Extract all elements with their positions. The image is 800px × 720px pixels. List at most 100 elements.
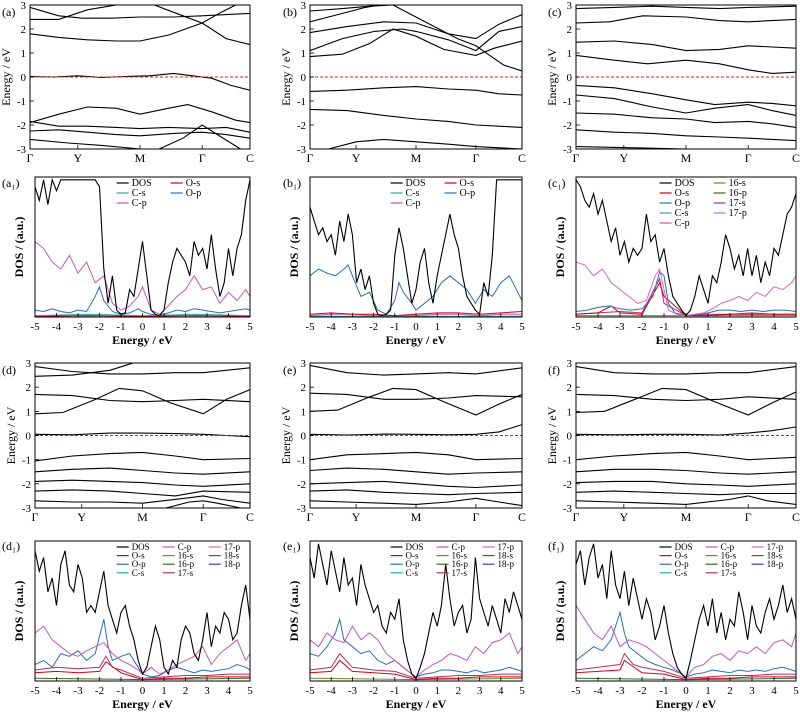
panel-tag: (c) bbox=[548, 5, 561, 19]
band-line bbox=[310, 28, 522, 58]
legend-label: 16-s bbox=[452, 551, 468, 561]
x-tick-label: -2 bbox=[369, 685, 378, 697]
y-tick-label: 3 bbox=[26, 358, 32, 370]
band-line bbox=[30, 120, 250, 133]
band-line bbox=[576, 15, 796, 24]
band-line bbox=[576, 451, 796, 461]
y-tick-label: 1 bbox=[567, 48, 573, 60]
x-tick-label: 3 bbox=[749, 321, 755, 333]
legend-label: DOS bbox=[675, 542, 693, 552]
panel-tag: (d₁) bbox=[2, 539, 20, 553]
band-line bbox=[576, 468, 796, 475]
x-tick-label: -3 bbox=[73, 685, 83, 697]
x-tick-label: -2 bbox=[369, 321, 378, 333]
legend-label: 18-s bbox=[498, 551, 514, 561]
panel-e1: (e₁) -5 -4 -3 -2 -1 0 1 2 3 4 5 Energy / eV DOS / (a.… bbox=[283, 539, 525, 711]
k-point-label: M bbox=[681, 151, 692, 165]
band-line bbox=[35, 489, 250, 497]
panel-b1: (b₁) -5 -4 -3 -2 -1 0 1 2 3 4 5 Energy / eV DOS / (a.… bbox=[283, 176, 525, 347]
band-line bbox=[310, 489, 522, 496]
x-tick-label: -5 bbox=[571, 321, 581, 333]
x-tick-label: -2 bbox=[95, 685, 104, 697]
dos-line-dos bbox=[35, 550, 250, 676]
y-tick-label: 3 bbox=[301, 358, 307, 370]
panel-c1: (c₁) -5 -4 -3 -2 -1 0 1 2 3 4 5 Energy / eV DOS / (a.… bbox=[548, 176, 799, 347]
band-line bbox=[35, 432, 250, 438]
y-tick-label: -2 bbox=[297, 120, 306, 132]
band-line bbox=[30, 129, 250, 139]
x-tick-label: 1 bbox=[434, 321, 440, 333]
x-tick-label: 0 bbox=[683, 685, 689, 697]
band-line bbox=[576, 426, 796, 436]
plot-area bbox=[576, 366, 796, 505]
x-tick-label: -5 bbox=[30, 685, 40, 697]
panel-d: (d) -3 -2 -1 0 1 2 3 Γ Y M Γ C Energy / eV bbox=[2, 358, 254, 524]
legend-label: 17-s bbox=[729, 198, 746, 209]
k-point-label: Γ bbox=[32, 510, 39, 524]
x-tick-label: 4 bbox=[771, 685, 777, 697]
legend-label: O-s bbox=[406, 551, 419, 561]
legend-label: DOS bbox=[132, 542, 150, 552]
plot-frame bbox=[309, 362, 523, 509]
legend-label: C-p bbox=[452, 542, 466, 552]
panel-a1: (a₁) -5 -4 -3 -2 -1 0 1 2 3 4 5 Energy / eV DOS / (a.… bbox=[2, 176, 253, 347]
legend-label: 17-s bbox=[721, 568, 737, 578]
y-tick-label: -3 bbox=[17, 144, 27, 156]
dos-line-o-p bbox=[576, 270, 796, 317]
legend-label: O-p bbox=[675, 198, 691, 209]
panel-tag: (b₁) bbox=[283, 176, 301, 190]
legend-label: O-s bbox=[460, 178, 475, 189]
k-point-label: Γ bbox=[200, 510, 207, 524]
dos-line-c-p bbox=[35, 625, 250, 675]
band-line bbox=[576, 84, 796, 107]
y-tick-label: 3 bbox=[567, 0, 573, 12]
plot-frame bbox=[309, 176, 523, 318]
band-line bbox=[310, 86, 522, 96]
y-axis-label: DOS / (a.u.) bbox=[12, 217, 26, 278]
k-point-label: M bbox=[411, 151, 422, 165]
k-point-label: Y bbox=[73, 151, 82, 165]
x-tick-label: 2 bbox=[456, 321, 462, 333]
dos-line-o-s bbox=[310, 659, 522, 681]
dos-line-o-s bbox=[35, 661, 250, 681]
dos-line-o-p bbox=[310, 617, 522, 678]
y-tick-label: 2 bbox=[567, 382, 573, 394]
legend-label: C-p bbox=[721, 542, 735, 552]
plot-frame bbox=[34, 362, 251, 509]
x-tick-label: -1 bbox=[116, 685, 125, 697]
x-axis-label: Energy / eV bbox=[112, 697, 173, 711]
y-tick-label: 2 bbox=[301, 382, 307, 394]
k-point-label: C bbox=[246, 151, 254, 165]
y-tick-label: 1 bbox=[567, 406, 573, 418]
legend-label: 16-s bbox=[729, 178, 746, 189]
band-line bbox=[165, 500, 241, 508]
plot-frame bbox=[575, 362, 797, 509]
plot-area bbox=[310, 543, 522, 681]
band-line bbox=[310, 5, 380, 23]
dos-line-17-p bbox=[576, 261, 796, 317]
legend-label: 17-p bbox=[729, 208, 747, 219]
legend-label: 16-s bbox=[178, 551, 194, 561]
y-tick-label: -2 bbox=[563, 120, 572, 132]
panel-f: (f) -3 -2 -1 0 1 2 3 Γ Y M Γ C Energy / eV bbox=[545, 358, 800, 524]
y-tick-label: -3 bbox=[563, 503, 573, 515]
x-tick-label: 5 bbox=[247, 321, 253, 333]
panel-tag: (f) bbox=[548, 363, 560, 377]
band-line bbox=[35, 387, 250, 415]
x-tick-label: 0 bbox=[140, 321, 146, 333]
band-line bbox=[310, 424, 522, 436]
plot-frame bbox=[575, 540, 797, 682]
band-line bbox=[328, 138, 522, 149]
x-tick-label: 0 bbox=[140, 685, 146, 697]
k-point-label: M bbox=[411, 510, 422, 524]
y-tick-label: 0 bbox=[567, 72, 573, 84]
legend-label: 17-p bbox=[767, 542, 784, 552]
band-line bbox=[576, 490, 796, 496]
x-axis-label: Energy / eV bbox=[656, 333, 717, 347]
band-line bbox=[576, 94, 796, 116]
y-tick-label: -1 bbox=[297, 455, 306, 467]
legend-label: 17-p bbox=[224, 542, 241, 552]
y-tick-label: 1 bbox=[301, 48, 307, 60]
